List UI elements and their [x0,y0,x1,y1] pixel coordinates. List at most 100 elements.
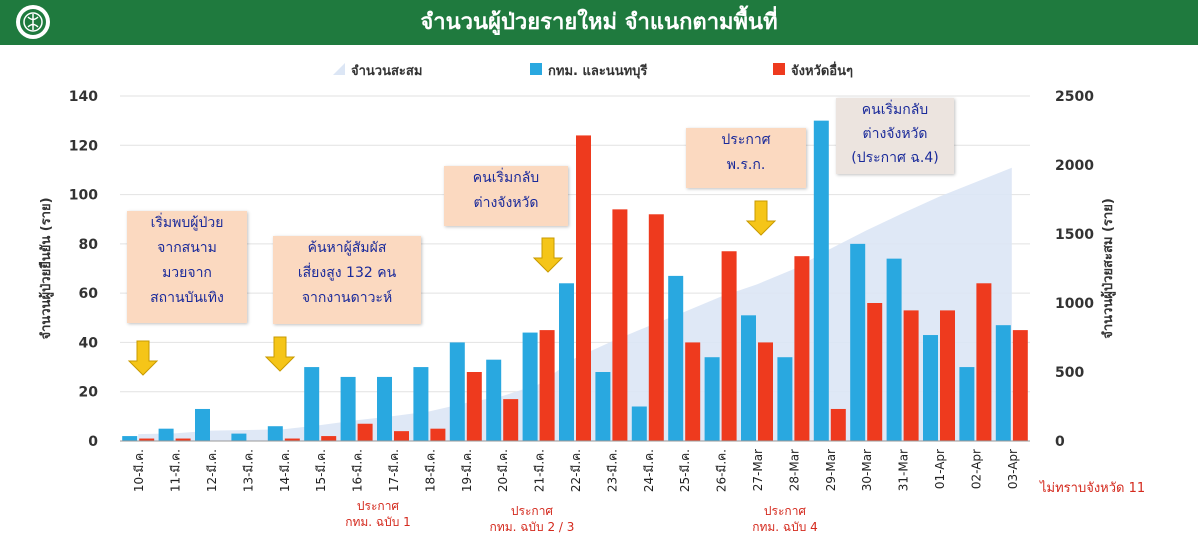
other-province-bar [139,438,155,441]
other-province-bar [721,251,737,441]
x-tick-label: 01-Apr [933,449,947,489]
bkk-bar [340,376,356,441]
x-tick-label: 13-มี.ค. [241,449,255,492]
annotation-line: ค้นหาผู้สัมผัส [307,240,387,256]
y-tick-label: 120 [69,138,98,154]
note-line: กทม. ฉบับ 1 [345,515,411,529]
ministry-seal-icon [16,5,50,39]
other-province-bar [357,423,373,441]
y-tick-label: 0 [88,434,98,450]
x-tick-label: 24-มี.ค. [642,449,656,492]
cumulative-area-path [138,167,1012,441]
annotation-emergency-decree: ประกาศ พ.ร.ก. [686,128,806,188]
legend-other-label: จังหวัดอื่นๆ [791,61,853,79]
other-province-bar [430,428,446,441]
y-axis-title: จำนวนผู้ป่วยยืนยัน (ราย) [38,197,54,339]
bkk-bar [486,359,502,441]
x-tick-label: 10-มี.ค. [132,449,146,492]
annotation-contact-tracing: ค้นหาผู้สัมผัส เสี่ยงสูง 132 คน จากงานดา… [273,236,421,324]
other-province-bar [903,310,919,441]
note-bkk-announcement-4: ประกาศ กทม. ฉบับ 4 [725,503,845,535]
x-tick-label: 20-มี.ค. [496,449,510,492]
note-line: ประกาศ [510,504,554,518]
annotation-line: จากสนาม [157,240,217,256]
legend-bkk-label: กทม. และนนทบุรี [548,63,647,79]
other-province-bar [503,399,519,441]
chart-area: จำนวนสะสม กทม. และนนทบุรี จังหวัดอื่นๆ 0 20… [38,61,1116,492]
y-tick-label: 20 [79,385,99,401]
other-province-bar [539,330,555,441]
x-tick-label: 29-Mar [824,449,838,491]
other-province-bar [612,209,628,441]
x-tick-label: 30-Mar [860,449,874,491]
y-tick-label: 100 [69,188,98,204]
down-arrow-icon [264,336,296,372]
annotation-boxing-stadium: เริ่มพบผู้ป่วย จากสนาม มวยจาก สถานบันเทิ… [127,211,247,323]
y2-tick-label: 0 [1055,434,1065,450]
x-tick-label: 27-Mar [751,449,765,491]
bkk-bar [631,406,647,441]
note-bkk-announcement-1: ประกาศ กทม. ฉบับ 1 [318,498,438,530]
other-province-bar [830,408,846,441]
x-tick-label: 03-Apr [1006,449,1020,489]
x-tick-labels: 10-มี.ค. 11-มี.ค. 12-มี.ค. 13-มี.ค. 14-มี.ค.… [132,449,1020,492]
x-tick-label: 14-มี.ค. [278,449,292,492]
other-province-bar [175,438,191,441]
annotation-line: ต่างจังหวัด [862,126,928,142]
x-tick-label: 17-มี.ค. [387,449,401,492]
other-province-bar [394,431,409,441]
note-bkk-announcement-2-3: ประกาศ กทม. ฉบับ 2 / 3 [472,503,592,535]
x-tick-label: 22-มี.ค. [569,449,583,492]
other-province-bar [867,303,883,441]
bkk-bar [122,436,138,441]
note-line: ประกาศ [356,499,400,513]
annotation-line: (ประกาศ ฉ.4) [851,150,939,166]
y2-tick-label: 500 [1055,365,1084,381]
other-province-bar [576,135,591,441]
down-arrow-icon [532,237,564,273]
chart-axes: 0 20 40 60 80 100 120 140 0 500 1000 1500 2000 2500 จำ… [38,89,1116,450]
x-tick-label: 12-มี.ค. [205,449,219,492]
annotation-return-home-decree-4: คนเริ่มกลับ ต่างจังหวัด (ประกาศ ฉ.4) [836,98,954,174]
bkk-bar [959,367,975,441]
bkk-bar [704,357,720,441]
legend-other-swatch [773,63,785,75]
annotation-line: คนเริ่มกลับ [472,170,540,186]
other-province-bar [284,438,300,441]
y2-tick-label: 2500 [1055,89,1094,105]
cumulative-area [138,167,1012,441]
x-tick-label: 15-มี.ค. [314,449,328,492]
bkk-bar [413,367,429,441]
down-arrow-icon [745,200,777,236]
bkk-bar [449,342,465,441]
bkk-bar [995,325,1011,441]
note-line: กทม. ฉบับ 2 / 3 [489,520,575,534]
x-tick-label: 28-Mar [787,449,801,491]
y2-axis-title: จำนวนผู้ป่วยสะสม (ราย) [1100,198,1116,339]
other-province-bar [976,283,992,441]
bar-group [122,120,1028,442]
x-tick-label: 11-มี.ค. [169,449,183,492]
bkk-bar [377,376,392,441]
bkk-bar [777,357,793,441]
y-tick-label: 60 [79,286,99,302]
chart-legend: จำนวนสะสม กทม. และนนทบุรี จังหวัดอื่นๆ [333,61,853,79]
bkk-bar [886,258,902,441]
x-tick-label: 21-มี.ค. [533,449,547,492]
annotation-line: ต่างจังหวัด [473,195,539,211]
bkk-bar [923,335,938,441]
annotation-line: สถานบันเทิง [150,290,224,306]
other-province-bar [648,214,664,441]
bkk-bar [195,408,210,441]
y-tick-label: 40 [79,335,99,351]
x-tick-label: 25-มี.ค. [678,449,692,492]
legend-bkk-swatch [530,63,542,75]
x-tick-label: 16-มี.ค. [351,449,365,492]
down-arrow-icon [127,340,159,376]
note-line: ประกาศ [763,504,807,518]
bkk-bar [158,428,174,441]
other-province-bar [794,256,810,441]
annotation-line: มวยจาก [162,265,212,281]
other-province-bar [1012,330,1028,441]
bkk-bar [595,372,611,441]
